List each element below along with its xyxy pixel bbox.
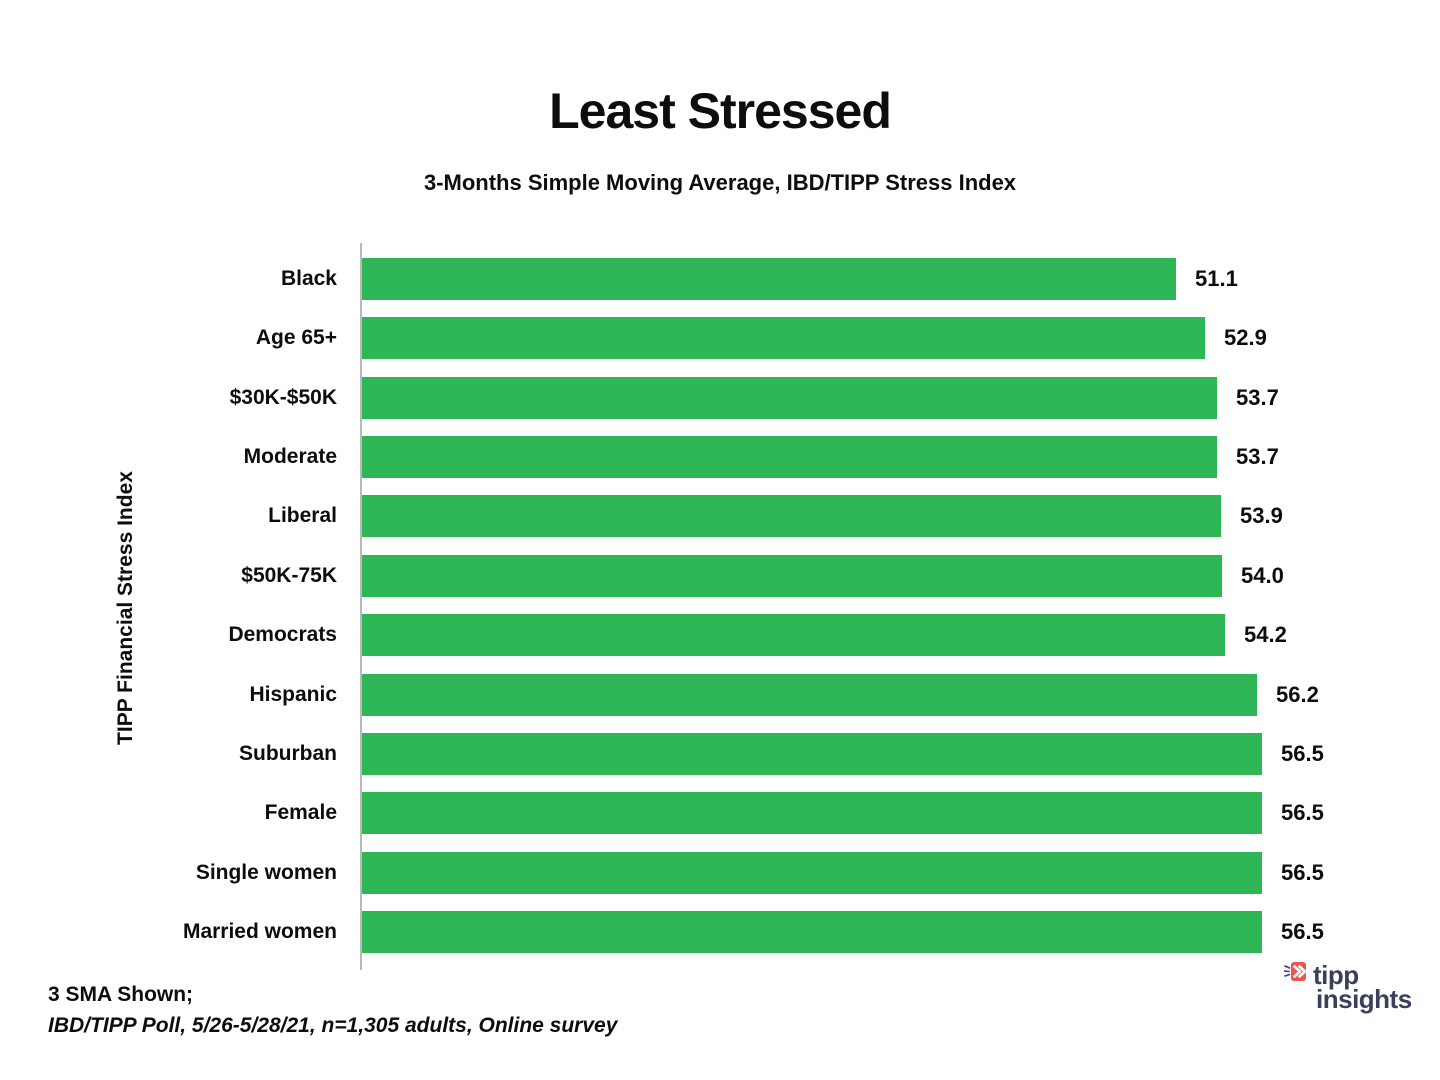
value-label: 53.9 [1240,503,1283,529]
value-label: 56.5 [1281,740,1324,766]
bar [362,317,1205,360]
value-label: 56.5 [1281,918,1324,944]
category-label: Hispanic [249,682,337,706]
megaphone-chevron-icon [1283,960,1310,990]
category-label: Liberal [268,504,337,528]
category-label: Single women [195,860,337,884]
category-label: Moderate [243,445,337,469]
bar [362,495,1221,538]
bar [362,910,1262,953]
logo-text-tipp: tipp [1313,960,1359,990]
bar [362,851,1262,894]
value-label: 53.7 [1236,444,1279,470]
bar-row: $50K-75K 54.0 [0,554,1440,597]
y-axis-line [360,243,362,970]
category-label: $50K-75K [241,563,337,587]
bar-row: $30K-$50K 53.7 [0,376,1440,419]
value-label: 53.7 [1236,384,1279,410]
category-label: Black [280,267,337,290]
logo-text-insights: insights [1316,984,1412,1014]
bar-row: Single women 56.5 [0,851,1440,894]
bar-row: Hispanic 56.2 [0,673,1440,716]
value-label: 56.5 [1281,800,1324,826]
chart-rows: Black 51.1 Age 65+ 52.9 $30K-$50K 53.7 M… [0,258,1440,953]
bar-row: Moderate 53.7 [0,436,1440,479]
bar-row: Suburban 56.5 [0,732,1440,775]
category-label: Suburban [239,741,337,765]
value-label: 54.2 [1244,622,1287,648]
footnote-source: IBD/TIPP Poll, 5/26-5/28/21, n=1,305 adu… [48,1014,618,1037]
bar [362,376,1217,419]
bar [362,258,1176,300]
bar [362,792,1262,835]
category-label: Married women [182,919,337,943]
bar [362,732,1262,775]
category-label: $30K-$50K [229,385,337,409]
value-label: 56.5 [1281,859,1324,885]
bar-row: Democrats 54.2 [0,614,1440,657]
tipp-insights-logo: tipp insights [1283,960,1412,1014]
bar-row: Liberal 53.9 [0,495,1440,538]
bar [362,614,1225,657]
bar [362,673,1257,716]
value-label: 51.1 [1195,266,1238,291]
bar [362,554,1222,597]
value-label: 56.2 [1276,681,1319,707]
category-label: Female [264,801,337,825]
bar-row: Married women 56.5 [0,910,1440,953]
category-label: Age 65+ [255,326,337,350]
category-label: Democrats [228,623,337,647]
bar [362,436,1217,479]
chart-subtitle: 3-Months Simple Moving Average, IBD/TIPP… [423,170,1017,195]
value-label: 54.0 [1241,562,1284,588]
bar-row: Age 65+ 52.9 [0,317,1440,360]
page-title: Least Stressed [549,83,892,139]
bar-row: Female 56.5 [0,792,1440,835]
footnote-sma: 3 SMA Shown; [48,983,194,1006]
value-label: 52.9 [1224,325,1267,351]
bar-row: Black 51.1 [0,258,1440,300]
